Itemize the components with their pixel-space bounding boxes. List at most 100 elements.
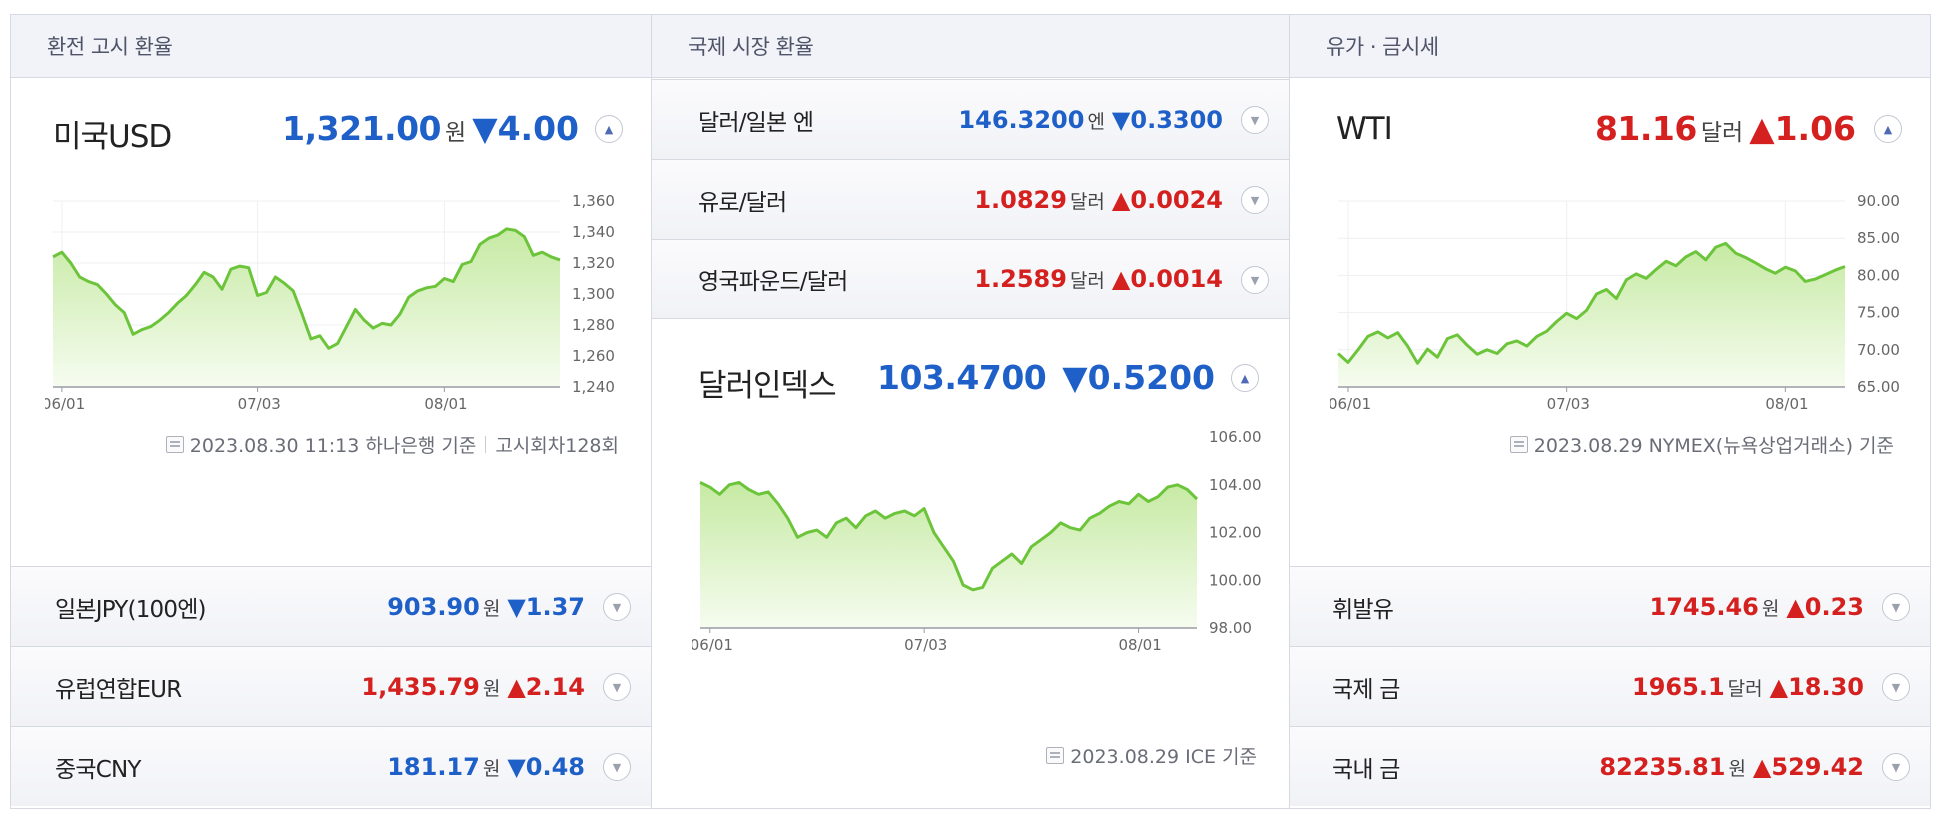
- usd-chart: 1,360 1,340 1,320 1,300 1,280 1,260 1,240 06/01…: [45, 192, 615, 413]
- wti-footnote-date: 2023.08.29 NYMEX(뉴욕상업거래소) 기준: [1533, 435, 1894, 457]
- chevron-down-icon[interactable]: ▼: [603, 593, 631, 621]
- row-eur-unit: 원: [482, 677, 501, 700]
- x-tick-label: 08/01: [1765, 395, 1808, 413]
- usd-value-group: 1,321.00 원 ▼4.00: [282, 109, 579, 148]
- x-tick-label: 06/01: [45, 395, 85, 413]
- row-intl-gold-change: ▲18.30: [1769, 672, 1864, 701]
- row-gasoline-value: 1745.46: [1649, 592, 1759, 621]
- chevron-down-icon[interactable]: ▼: [1882, 593, 1910, 621]
- calendar-icon: [1509, 436, 1528, 453]
- row-eur[interactable]: 유럽연합EUR 1,435.79 원 ▲2.14 ▼: [11, 646, 651, 726]
- row-dom-gold-unit: 원: [1728, 757, 1746, 780]
- row-eurusd-value: 1.0829: [974, 185, 1067, 214]
- series-area: [53, 228, 560, 387]
- wti-unit: 달러: [1700, 120, 1744, 146]
- row-cny[interactable]: 중국CNY 181.17 원 ▼0.48 ▼: [11, 726, 651, 806]
- row-cny-value-group: 181.17 원 ▼0.48: [387, 753, 585, 781]
- calendar-icon: [165, 436, 184, 453]
- exchange-panel: 환전 고시 환율 미국USD 1,321.00 원 ▼4.00 ▲ 1,360 1…: [10, 14, 652, 809]
- chevron-down-icon[interactable]: ▼: [1241, 106, 1269, 134]
- dxy-title: 달러인덱스: [698, 368, 837, 404]
- y-tick-label: 85.00: [1857, 229, 1900, 247]
- row-cny-label: 중국CNY: [55, 756, 141, 783]
- row-jpy-label: 일본JPY(100엔): [55, 596, 207, 623]
- row-dom-gold-value: 82235.81: [1599, 752, 1726, 781]
- row-usdjpy-value-group: 146.3200 엔 ▼0.3300: [958, 106, 1223, 134]
- row-cny-change: ▼0.48: [507, 752, 585, 781]
- row-dom-gold[interactable]: 국내 금 82235.81 원 ▲529.42 ▼: [1290, 726, 1930, 806]
- row-eurusd-label: 유로/달러: [698, 189, 787, 216]
- wti-chart: 90.00 85.00 80.00 75.00 70.00 65.00 06/01 07/03…: [1330, 192, 1900, 413]
- x-tick-label: 07/03: [238, 395, 281, 413]
- row-eurusd-change: ▲0.0024: [1111, 185, 1223, 214]
- wti-title: WTI: [1336, 111, 1393, 147]
- y-tick-label: 1,260: [572, 347, 615, 365]
- row-usdjpy-unit: 엔: [1087, 110, 1105, 133]
- y-tick-label: 70.00: [1857, 341, 1900, 359]
- row-gasoline[interactable]: 휘발유 1745.46 원 ▲0.23 ▼: [1290, 566, 1930, 646]
- y-tick-label: 102.00: [1209, 524, 1262, 542]
- y-tick-label: 98.00: [1209, 619, 1252, 637]
- x-tick-label: 08/01: [424, 395, 467, 413]
- chevron-down-icon[interactable]: ▼: [1241, 186, 1269, 214]
- row-eur-change: ▲2.14: [507, 672, 585, 701]
- row-gbpusd-change: ▲0.0014: [1111, 265, 1223, 293]
- wti-change: ▲1.06: [1749, 109, 1856, 148]
- series-line: [1336, 241, 1846, 365]
- chevron-down-icon[interactable]: ▼: [1882, 673, 1910, 701]
- y-tick-label: 1,280: [572, 316, 615, 334]
- usd-unit: 원: [445, 120, 467, 146]
- y-tick-label: 80.00: [1857, 266, 1900, 284]
- row-gbpusd-label: 영국파운드/달러: [698, 269, 848, 295]
- wti-footnote: 2023.08.29 NYMEX(뉴욕상업거래소) 기준: [1509, 431, 1894, 458]
- dxy-value-group: 103.4700 ▼0.5200: [877, 358, 1215, 397]
- row-eurusd-value-group: 1.0829 달러 ▲0.0024: [974, 186, 1223, 214]
- row-gbpusd[interactable]: 영국파운드/달러 1.2589 달러 ▲0.0014 ▼: [652, 239, 1289, 319]
- wti-value-group: 81.16 달러 ▲1.06: [1595, 109, 1856, 148]
- y-tick-label: 1,340: [572, 223, 615, 241]
- series-area: [1338, 243, 1845, 387]
- chevron-up-icon[interactable]: ▲: [1231, 364, 1259, 392]
- row-intl-gold-unit: 달러: [1727, 677, 1763, 700]
- chevron-up-icon[interactable]: ▲: [1874, 115, 1902, 143]
- dxy-change: ▼0.5200: [1062, 358, 1215, 397]
- usd-title: 미국USD: [53, 119, 172, 155]
- chevron-down-icon[interactable]: ▼: [603, 673, 631, 701]
- dxy-footnote-date: 2023.08.29 ICE 기준: [1070, 746, 1257, 768]
- row-usdjpy[interactable]: 달러/일본 엔 146.3200 엔 ▼0.3300 ▼: [652, 79, 1289, 159]
- chevron-up-icon[interactable]: ▲: [595, 115, 623, 143]
- calendar-icon: [1046, 747, 1065, 764]
- y-tick-label: 75.00: [1857, 304, 1900, 322]
- row-usdjpy-change: ▼0.3300: [1111, 105, 1223, 134]
- row-intl-gold-value: 1965.1: [1632, 672, 1725, 701]
- usd-footnote-round: 고시회차128회: [495, 435, 619, 457]
- intl-panel-header: 국제 시장 환율: [652, 15, 1289, 78]
- series-line: [52, 227, 561, 350]
- row-dom-gold-label: 국내 금: [1332, 756, 1400, 783]
- row-cny-value: 181.17: [387, 752, 480, 781]
- chevron-down-icon[interactable]: ▼: [1241, 266, 1269, 294]
- y-tick-label: 1,320: [572, 254, 615, 272]
- x-tick-label: 07/03: [904, 636, 947, 654]
- chevron-down-icon[interactable]: ▼: [1882, 753, 1910, 781]
- row-eurusd-unit: 달러: [1069, 190, 1105, 213]
- usd-main: 미국USD 1,321.00 원 ▼4.00 ▲ 1,360 1,340 1,320…: [11, 79, 651, 472]
- y-tick-label: 1,240: [572, 378, 615, 396]
- row-dom-gold-value-group: 82235.81 원 ▲529.42: [1599, 753, 1864, 781]
- x-tick-label: 06/01: [1330, 395, 1371, 413]
- row-eur-value: 1,435.79: [361, 672, 480, 701]
- row-eur-label: 유럽연합EUR: [55, 676, 182, 703]
- row-jpy[interactable]: 일본JPY(100엔) 903.90 원 ▼1.37 ▼: [11, 566, 651, 646]
- row-dom-gold-change: ▲529.42: [1752, 752, 1864, 781]
- y-tick-label: 1,300: [572, 285, 615, 303]
- usd-footnote-date: 2023.08.30 11:13 하나은행 기준: [189, 435, 477, 457]
- y-tick-label: 104.00: [1209, 476, 1262, 494]
- row-eurusd[interactable]: 유로/달러 1.0829 달러 ▲0.0024 ▼: [652, 159, 1289, 239]
- x-tick-label: 07/03: [1547, 395, 1590, 413]
- oil-panel-header: 유가 · 금시세: [1290, 15, 1930, 78]
- row-intl-gold[interactable]: 국제 금 1965.1 달러 ▲18.30 ▼: [1290, 646, 1930, 726]
- chevron-down-icon[interactable]: ▼: [603, 753, 631, 781]
- y-tick-label: 106.00: [1209, 428, 1262, 446]
- wti-value: 81.16: [1594, 109, 1697, 148]
- row-jpy-change: ▼1.37: [507, 592, 585, 621]
